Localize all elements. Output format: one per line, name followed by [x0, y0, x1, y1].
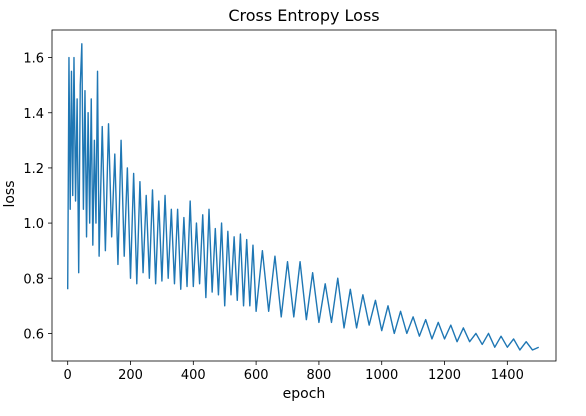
- y-tick-label: 1.2: [23, 162, 44, 177]
- series-line-0: [67, 43, 540, 351]
- y-tick-label: 1.6: [23, 52, 44, 67]
- y-tick-label: 0.6: [23, 327, 44, 342]
- x-tick-label: 600: [244, 368, 269, 383]
- y-tick-label: 1.0: [23, 217, 44, 232]
- x-axis-label: epoch: [282, 386, 326, 402]
- x-tick-label: 0: [64, 368, 72, 383]
- chart-title: Cross Entropy Loss: [228, 6, 380, 25]
- x-tick-label: 1200: [428, 368, 461, 383]
- y-tick-label: 0.8: [23, 272, 44, 287]
- y-tick-label: 1.4: [23, 107, 44, 122]
- x-tick-label: 1400: [491, 368, 524, 383]
- x-tick-label: 800: [307, 368, 332, 383]
- x-tick-label: 400: [181, 368, 206, 383]
- x-tick-label: 1000: [365, 368, 398, 383]
- plot-frame: [51, 29, 557, 362]
- x-tick-label: 200: [118, 368, 143, 383]
